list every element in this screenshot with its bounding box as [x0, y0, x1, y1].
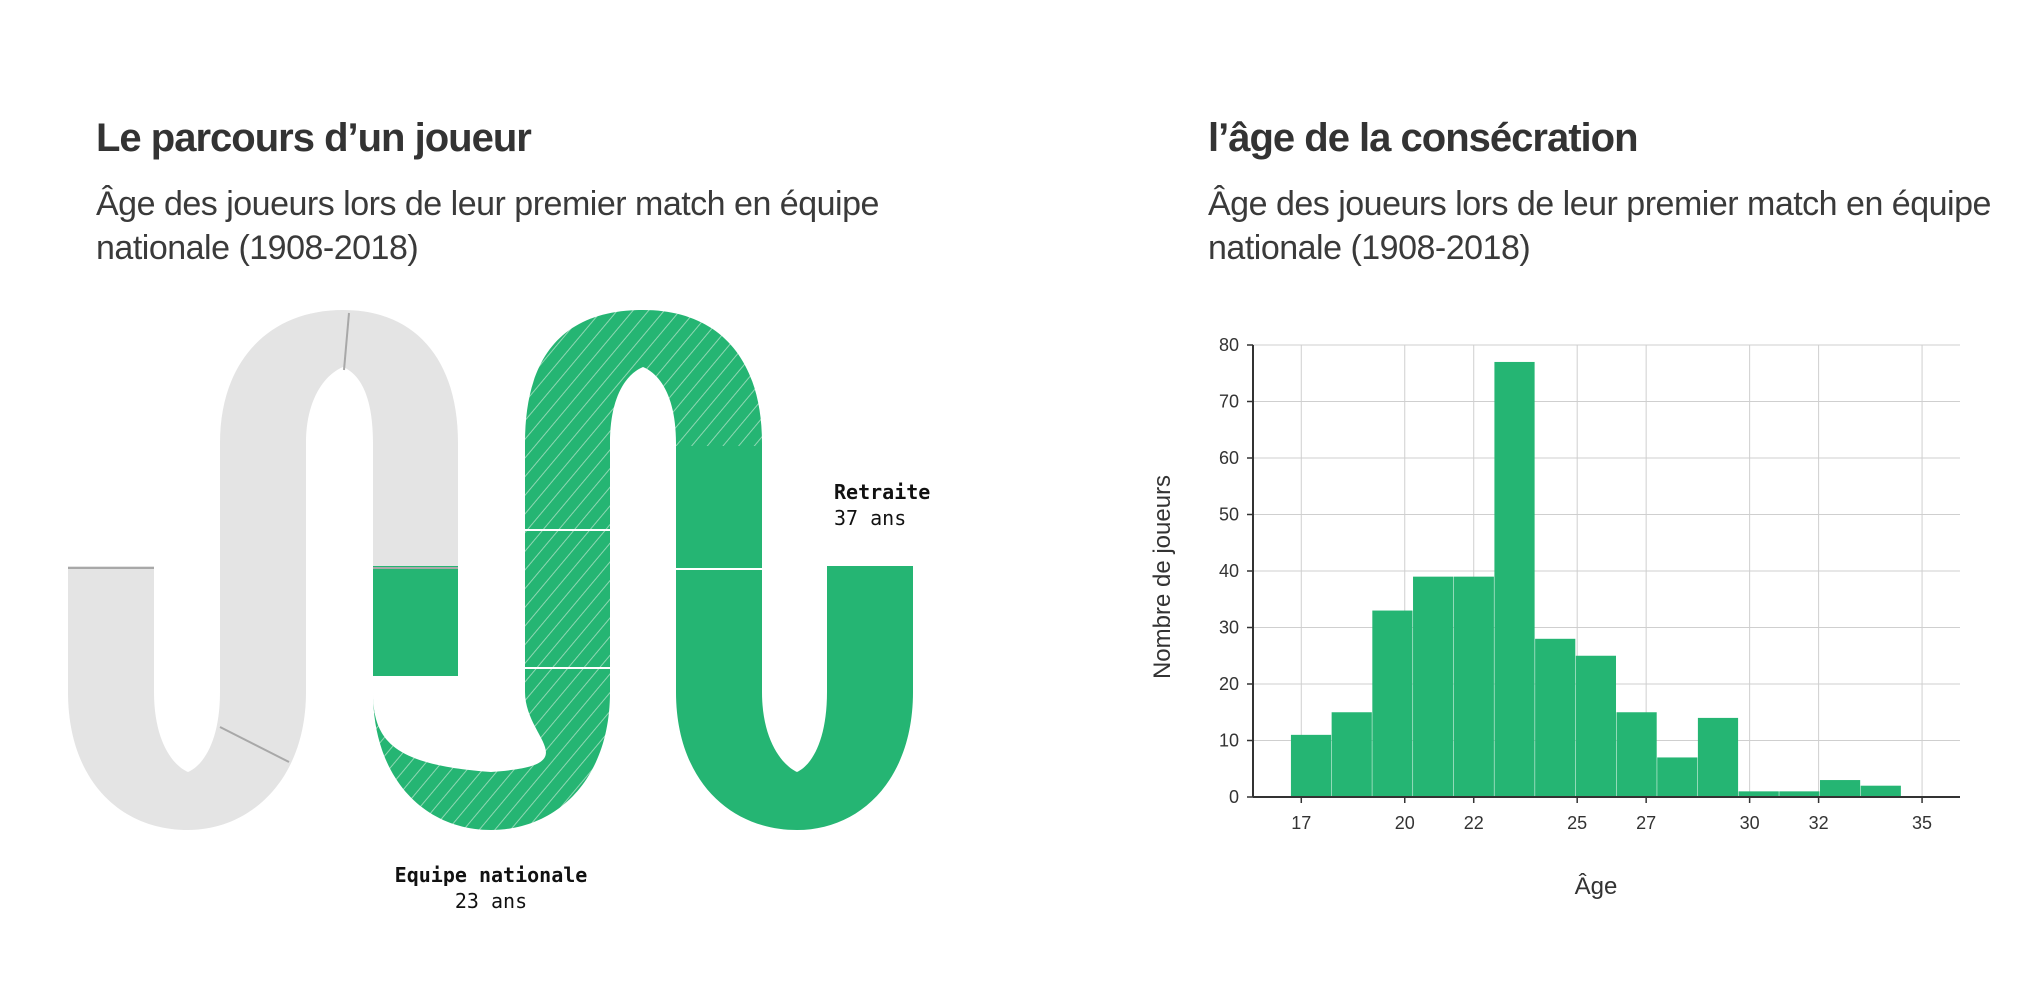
histogram-bar [1779, 791, 1820, 797]
player-journey-panel: Le parcours d’un joueur Âge des joueurs … [68, 116, 930, 913]
x-axis-label: Âge [1575, 873, 1618, 900]
x-tick-label: 22 [1464, 813, 1484, 833]
histogram-bar [1494, 361, 1535, 797]
x-tick-label: 27 [1636, 813, 1656, 833]
national-team-label: Equipe nationale 23 ans [395, 863, 588, 913]
y-tick-label: 10 [1219, 731, 1239, 751]
y-tick-label: 60 [1219, 448, 1239, 468]
y-tick-label: 50 [1219, 505, 1239, 525]
chart-title: l’âge de la consécration [1208, 116, 1638, 160]
chart-subtitle: Âge des joueurs lors de leur premier mat… [1208, 185, 1991, 267]
histogram-bar [1453, 576, 1494, 797]
journey-path-graphic: Equipe nationale 23 ans Retraite 37 ans [68, 310, 930, 913]
national-team-label-age: 23 ans [455, 889, 527, 913]
x-tick-label: 17 [1291, 813, 1311, 833]
career-segment-1 [373, 310, 762, 830]
national-team-label-name: Equipe nationale [395, 863, 588, 887]
journey-title: Le parcours d’un joueur [96, 116, 532, 160]
axes-layer: 0 10 20 30 40 50 60 70 80 17 20 22 25 27 30 32 35 [1219, 335, 1960, 833]
y-tick-label: 30 [1219, 618, 1239, 638]
journey-subtitle: Âge des joueurs lors de leur premier mat… [96, 185, 879, 267]
y-tick-label: 40 [1219, 561, 1239, 581]
x-tick-label: 25 [1567, 813, 1587, 833]
x-tick-label: 35 [1912, 813, 1932, 833]
bars-layer [1290, 361, 1901, 797]
age-histogram: 0 10 20 30 40 50 60 70 80 17 20 22 25 27 30 32 35 Âge No… [1149, 335, 1960, 900]
histogram-bar [1331, 712, 1372, 797]
retirement-label-age: 37 ans [834, 506, 906, 530]
x-tick-label: 32 [1809, 813, 1829, 833]
x-tick-label: 30 [1740, 813, 1760, 833]
y-tick-label: 0 [1229, 787, 1239, 807]
retirement-label-name: Retraite [834, 480, 930, 504]
y-tick-label: 20 [1219, 674, 1239, 694]
track-tick-top [343, 312, 350, 371]
track-tick-bottom [219, 726, 290, 763]
career-segment-2 [676, 446, 913, 830]
histogram-bar [1860, 785, 1901, 797]
histogram-bar [1819, 780, 1861, 797]
histogram-bar [1697, 717, 1739, 797]
histogram-bar [1413, 576, 1454, 797]
histogram-bar [1657, 757, 1698, 797]
histogram-bar [1535, 638, 1576, 797]
x-tick-label: 20 [1395, 813, 1415, 833]
histogram-bar [1575, 655, 1617, 797]
y-axis-label: Nombre de joueurs [1149, 475, 1176, 679]
consecration-age-panel: l’âge de la consécration Âge des joueurs… [1110, 0, 2026, 1003]
histogram-bar [1290, 734, 1332, 797]
histogram-bar [1616, 712, 1657, 797]
histogram-bar [1738, 791, 1779, 797]
retirement-label: Retraite 37 ans [834, 480, 930, 530]
early-life-track [68, 310, 458, 830]
y-tick-label: 70 [1219, 392, 1239, 412]
y-tick-label: 80 [1219, 335, 1239, 355]
histogram-bar [1372, 610, 1413, 797]
